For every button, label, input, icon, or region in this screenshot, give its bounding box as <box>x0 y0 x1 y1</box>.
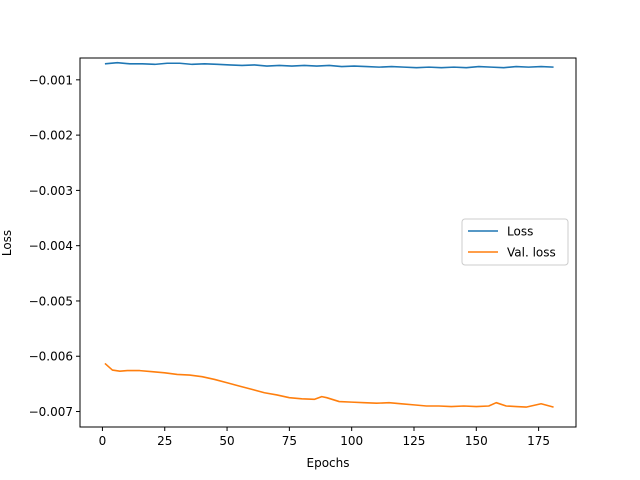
y-tick-label: −0.003 <box>29 184 73 198</box>
x-tick-label: 100 <box>340 434 363 448</box>
x-tick-label: 50 <box>219 434 234 448</box>
legend-label-loss: Loss <box>507 225 533 239</box>
y-tick-label: −0.004 <box>29 239 73 253</box>
plot-area-frame <box>79 57 577 428</box>
series-layer <box>104 61 554 408</box>
y-axis-ticks: −0.001 −0.002 −0.003 −0.004 −0.005 −0.006 −0.0… <box>29 73 80 419</box>
x-tick-label: 0 <box>99 434 107 448</box>
y-tick-label: −0.006 <box>29 350 73 364</box>
y-tick-label: −0.005 <box>29 294 73 308</box>
legend: Loss Val. loss <box>461 218 569 266</box>
x-tick-label: 25 <box>157 434 172 448</box>
y-tick-label: −0.001 <box>29 73 73 87</box>
y-tick-label: −0.007 <box>29 405 73 419</box>
x-axis-label: Epochs <box>307 456 350 470</box>
series-line-val-loss <box>104 362 554 408</box>
x-tick-label: 150 <box>465 434 488 448</box>
x-tick-label: 75 <box>282 434 297 448</box>
series-line-loss <box>104 61 554 69</box>
x-axis-ticks: 0 25 50 75 100 125 150 175 <box>99 427 550 448</box>
x-tick-label: 175 <box>527 434 550 448</box>
x-tick-label: 125 <box>403 434 426 448</box>
legend-label-val-loss: Val. loss <box>507 246 556 260</box>
y-tick-label: −0.002 <box>29 129 73 143</box>
y-axis-label: Loss <box>0 230 14 256</box>
